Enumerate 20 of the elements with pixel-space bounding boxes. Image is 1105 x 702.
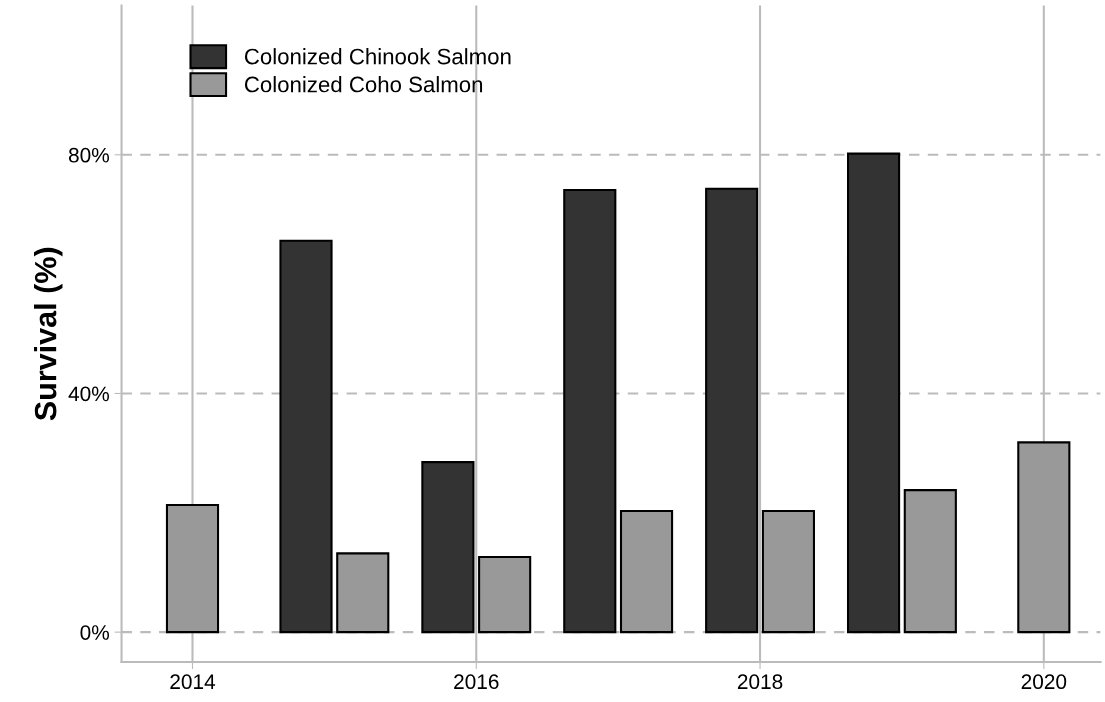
bar (705, 187, 759, 634)
y-tick-label: 0% (80, 625, 109, 640)
bar (279, 239, 333, 634)
y-axis-title: Survival (%) (34, 247, 63, 421)
bar (846, 152, 901, 634)
bar (619, 509, 674, 634)
bar (563, 188, 617, 634)
y-tick-label: 80% (68, 147, 109, 163)
bar (478, 555, 532, 634)
bar (903, 489, 957, 634)
x-tick-label: 2016 (454, 674, 499, 690)
legend-label: Colonized Coho Salmon (244, 76, 483, 93)
bar (421, 461, 475, 634)
bar (761, 509, 816, 634)
y-tick-label: 40% (68, 386, 109, 402)
x-tick-label: 2014 (170, 674, 216, 690)
x-tick-label: 2020 (1021, 674, 1067, 690)
legend-label: Colonized Chinook Salmon (244, 48, 511, 65)
x-tick-label: 2018 (737, 674, 783, 690)
bar (336, 552, 390, 634)
